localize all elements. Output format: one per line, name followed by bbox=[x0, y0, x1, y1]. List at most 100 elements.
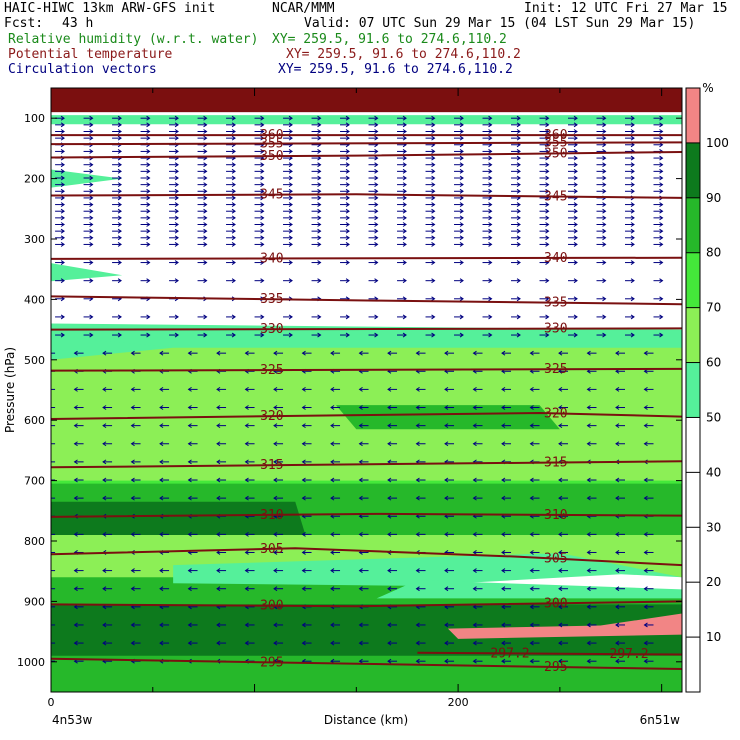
colorbar-unit: % bbox=[702, 81, 713, 95]
wind-vector-924 bbox=[51, 660, 56, 662]
wind-vector-812 bbox=[615, 550, 626, 555]
wind-vector-801 bbox=[301, 550, 312, 555]
wind-vector-675 bbox=[472, 441, 483, 447]
wind-vector-269 bbox=[197, 195, 208, 201]
wind-vector-663 bbox=[130, 441, 141, 447]
wind-vector-145 bbox=[425, 155, 436, 161]
wind-vector-464 bbox=[112, 278, 122, 284]
wind-vector-789 bbox=[586, 531, 597, 537]
wind-vector-890 bbox=[330, 622, 341, 628]
wind-vector-115 bbox=[197, 149, 208, 154]
wind-vector-452 bbox=[397, 260, 407, 265]
wind-vector-483 bbox=[653, 278, 664, 284]
wind-vector-277 bbox=[425, 195, 436, 201]
wind-vector-783 bbox=[415, 531, 426, 537]
wind-vector-733 bbox=[244, 495, 255, 501]
colorbar-band-5 bbox=[686, 142, 700, 198]
wind-vector-81 bbox=[482, 135, 493, 141]
wind-vector-746 bbox=[615, 495, 626, 501]
wind-vector-480 bbox=[568, 278, 578, 284]
wind-vector-522 bbox=[511, 314, 521, 320]
wind-vector-538 bbox=[340, 332, 350, 338]
wind-vector-569 bbox=[586, 350, 597, 356]
colorbar-tick-90: 90 bbox=[706, 191, 721, 205]
wind-vector-744 bbox=[558, 495, 569, 501]
wind-vector-241 bbox=[653, 182, 664, 188]
wind-vector-274 bbox=[340, 195, 350, 201]
wind-vector-155 bbox=[83, 162, 94, 168]
wind-vector-873 bbox=[472, 604, 483, 610]
wind-vector-742 bbox=[501, 495, 512, 501]
wind-vector-51 bbox=[254, 129, 265, 134]
wind-vector-887 bbox=[244, 622, 255, 628]
wind-vector-460 bbox=[625, 260, 635, 265]
wind-vector-173 bbox=[596, 162, 607, 168]
wind-vector-168 bbox=[454, 162, 464, 168]
wind-vector-747 bbox=[643, 495, 654, 501]
wind-vector-85 bbox=[596, 135, 607, 141]
wind-vector-394 bbox=[625, 228, 635, 234]
wind-vector-75 bbox=[311, 135, 322, 141]
wind-vector-525 bbox=[596, 314, 607, 320]
wind-vector-32 bbox=[340, 122, 350, 128]
wind-vector-770 bbox=[51, 533, 56, 535]
wind-vector-175 bbox=[653, 162, 664, 168]
wind-vector-708 bbox=[159, 477, 170, 483]
wind-vector-338 bbox=[283, 215, 293, 221]
wind-vector-49 bbox=[197, 129, 208, 134]
wind-vector-30 bbox=[283, 122, 293, 128]
wind-vector-295 bbox=[311, 202, 322, 207]
wind-vector-836 bbox=[51, 588, 56, 590]
wind-vector-610 bbox=[501, 386, 512, 392]
wind-vector-326 bbox=[568, 208, 578, 214]
wind-vector-672 bbox=[387, 441, 398, 447]
left-endpoint-label: 4n53w bbox=[52, 713, 93, 727]
wind-vector-633 bbox=[529, 405, 540, 410]
wind-vector-609 bbox=[472, 386, 483, 392]
wind-vector-47 bbox=[140, 129, 151, 134]
wind-vector-646 bbox=[273, 423, 284, 429]
wind-vector-87 bbox=[653, 135, 664, 141]
wind-vector-641 bbox=[130, 423, 141, 429]
wind-vector-211 bbox=[425, 175, 436, 181]
wind-vector-341 bbox=[368, 215, 379, 221]
wind-vector-400 bbox=[169, 235, 179, 241]
wind-vector-57 bbox=[425, 129, 436, 134]
wind-vector-909 bbox=[244, 640, 255, 646]
wind-vector-693 bbox=[358, 459, 369, 465]
wind-vector-427 bbox=[311, 242, 322, 247]
wind-vector-790 bbox=[615, 531, 626, 537]
wind-vector-454 bbox=[454, 260, 464, 265]
wind-vector-19 bbox=[596, 115, 607, 121]
wind-vector-5 bbox=[197, 115, 208, 121]
theta-label-310-0: 310 bbox=[260, 508, 283, 523]
wind-vector-854 bbox=[558, 586, 569, 592]
wind-vector-625 bbox=[301, 405, 312, 410]
wind-vector-294 bbox=[283, 202, 293, 207]
wind-vector-540 bbox=[397, 332, 407, 338]
wind-vector-937 bbox=[415, 658, 426, 664]
wind-vector-33 bbox=[368, 122, 379, 128]
wind-vector-222 bbox=[112, 182, 122, 188]
wind-vector-39 bbox=[539, 122, 550, 128]
wind-vector-644 bbox=[216, 423, 227, 429]
wind-vector-377 bbox=[140, 228, 151, 234]
field1-xy: XY= 259.5, 91.6 to 274.6,110.2 bbox=[272, 32, 507, 47]
wind-vector-548 bbox=[625, 332, 635, 338]
wind-vector-181 bbox=[197, 168, 208, 174]
header-init: Init: 12 UTC Fri 27 Mar 15 bbox=[524, 1, 728, 16]
wind-vector-902 bbox=[51, 642, 56, 644]
wind-vector-922 bbox=[615, 640, 626, 646]
wind-vector-84 bbox=[568, 135, 578, 141]
y-tick-600: 600 bbox=[24, 414, 45, 427]
wind-vector-83 bbox=[539, 135, 550, 141]
wind-vector-432 bbox=[454, 242, 464, 247]
wind-vector-881 bbox=[73, 622, 84, 628]
wind-vector-760 bbox=[387, 513, 398, 519]
wind-vector-478 bbox=[511, 278, 521, 284]
wind-vector-461 bbox=[653, 260, 664, 265]
top-saturation-band bbox=[51, 88, 682, 113]
wind-vector-603 bbox=[301, 386, 312, 392]
wind-vector-157 bbox=[140, 162, 151, 168]
wind-vector-193 bbox=[539, 168, 550, 174]
